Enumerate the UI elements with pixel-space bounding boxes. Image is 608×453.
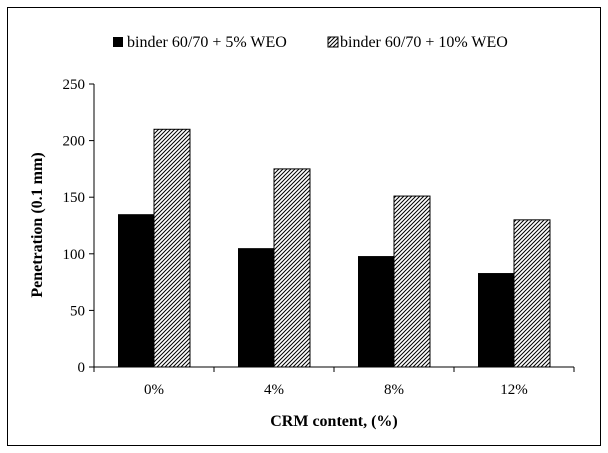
y-tick-label: 100 <box>63 247 86 263</box>
bar-series-2-4pct <box>273 168 311 368</box>
x-tick-label: 8% <box>384 382 404 398</box>
bar-series-1-12pct <box>478 273 514 367</box>
x-tick-label: 12% <box>500 382 528 398</box>
y-tick-label: 50 <box>70 303 85 319</box>
legend-swatch-series-2 <box>327 36 339 48</box>
bars <box>118 128 551 368</box>
legend: binder 60/70 + 5% WEO binder 60/70 + 10%… <box>113 34 508 51</box>
y-tick-label: 200 <box>63 134 86 150</box>
bar-series-2-8pct <box>393 195 431 368</box>
x-axis-ticks: 0% 4% 8% 12% <box>93 367 575 398</box>
y-tick-label: 150 <box>63 190 86 206</box>
y-axis-ticks: 0 50 100 150 200 250 <box>63 77 94 376</box>
bar-series-1-0pct <box>118 214 154 367</box>
bar-series-1-8pct <box>358 256 394 367</box>
x-axis-title: CRM content, (%) <box>270 413 398 430</box>
bar-series-2-12pct <box>513 219 551 368</box>
bar-series-2-0pct <box>153 128 191 368</box>
y-axis-title: Penetration (0.1 mm) <box>29 152 46 297</box>
x-tick-label: 4% <box>264 382 284 398</box>
chart-frame: binder 60/70 + 5% WEO binder 60/70 + 10%… <box>7 7 601 446</box>
x-tick-label: 0% <box>144 382 164 398</box>
legend-label-series-2: binder 60/70 + 10% WEO <box>340 34 508 51</box>
bar-chart: binder 60/70 + 5% WEO binder 60/70 + 10%… <box>29 34 575 430</box>
y-tick-label: 0 <box>78 360 86 376</box>
legend-swatch-series-1 <box>113 37 123 47</box>
bar-series-1-4pct <box>238 248 274 367</box>
y-tick-label: 250 <box>63 77 86 93</box>
legend-label-series-1: binder 60/70 + 5% WEO <box>127 34 287 51</box>
